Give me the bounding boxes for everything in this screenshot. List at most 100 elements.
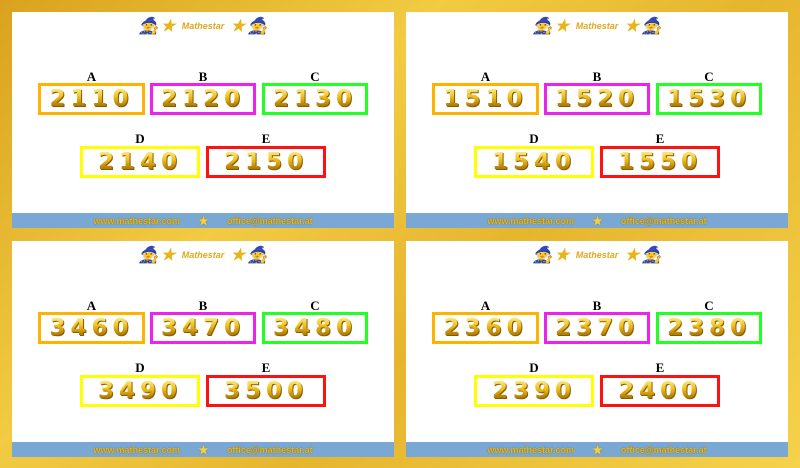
wizard-icon: 🧙 (247, 247, 268, 264)
wizard-icon: 🧙 (247, 18, 268, 35)
brand-name: Mathestar (575, 21, 619, 31)
option-label: E (655, 131, 665, 146)
option-value: 1530 (666, 86, 751, 112)
quiz-card: 🧙 ★ Mathestar ★ 🧙 A 2110 B 2120 C 2130 D 2140 E 21… (12, 12, 394, 228)
answer-option-b[interactable]: 3470 (150, 312, 256, 344)
brand-name: Mathestar (181, 250, 225, 260)
star-icon: ★ (554, 247, 570, 264)
answer-option-d[interactable]: 1540 (474, 146, 594, 178)
logo-header: 🧙 ★ Mathestar ★ 🧙 (406, 245, 788, 267)
option-label: B (592, 298, 602, 313)
option-label: A (480, 69, 491, 84)
answer-option-e[interactable]: 1550 (600, 146, 720, 178)
answer-option-d[interactable]: 2390 (474, 375, 594, 407)
footer-bar: www.mathestar.com ★ office@mathestar.at (12, 442, 394, 457)
option-label: D (529, 360, 539, 375)
answer-option-d[interactable]: 2140 (80, 146, 200, 178)
quiz-card: 🧙 ★ Mathestar ★ 🧙 A 2360 B 2370 C 2380 D 2390 E 24… (406, 241, 788, 457)
option-label: E (261, 360, 271, 375)
star-icon: ★ (624, 18, 640, 35)
option-value: 2390 (491, 378, 576, 404)
wizard-icon: 🧙 (532, 18, 553, 35)
answer-option-d[interactable]: 3490 (80, 375, 200, 407)
option-label: A (86, 69, 97, 84)
logo-header: 🧙 ★ Mathestar ★ 🧙 (12, 16, 394, 38)
email-link[interactable]: office@mathestar.at (620, 444, 707, 455)
website-link[interactable]: www.mathestar.com (93, 444, 181, 455)
option-value: 2110 (49, 86, 134, 112)
answer-option-b[interactable]: 1520 (544, 83, 650, 115)
answer-option-c[interactable]: 2130 (262, 83, 368, 115)
wizard-icon: 🧙 (138, 247, 159, 264)
brand-name: Mathestar (181, 21, 225, 31)
quiz-card: 🧙 ★ Mathestar ★ 🧙 A 3460 B 3470 C 3480 D 3490 E 35… (12, 241, 394, 457)
option-label: D (135, 360, 145, 375)
option-label: B (198, 298, 208, 313)
email-link[interactable]: office@mathestar.at (226, 215, 313, 226)
option-value: 2400 (617, 378, 702, 404)
answer-option-e[interactable]: 3500 (206, 375, 326, 407)
option-value: 1510 (443, 86, 528, 112)
answer-option-e[interactable]: 2400 (600, 375, 720, 407)
option-label: A (86, 298, 97, 313)
option-label: A (480, 298, 491, 313)
option-value: 2120 (160, 86, 245, 112)
option-label: E (261, 131, 271, 146)
option-label: D (135, 131, 145, 146)
option-value: 3490 (97, 378, 182, 404)
answer-option-c[interactable]: 1530 (656, 83, 762, 115)
option-value: 2370 (554, 315, 639, 341)
logo-header: 🧙 ★ Mathestar ★ 🧙 (406, 16, 788, 38)
answer-option-c[interactable]: 3480 (262, 312, 368, 344)
logo-header: 🧙 ★ Mathestar ★ 🧙 (12, 245, 394, 267)
answer-option-a[interactable]: 2360 (432, 312, 539, 344)
wizard-icon: 🧙 (532, 247, 553, 264)
brand-name: Mathestar (575, 250, 619, 260)
star-icon: ★ (198, 213, 209, 228)
option-label: D (529, 131, 539, 146)
star-icon: ★ (230, 247, 246, 264)
answer-option-a[interactable]: 3460 (38, 312, 145, 344)
website-link[interactable]: www.mathestar.com (93, 215, 181, 226)
answer-option-a[interactable]: 2110 (38, 83, 145, 115)
option-label: B (592, 69, 602, 84)
option-label: C (310, 69, 320, 84)
option-value: 3500 (223, 378, 308, 404)
star-icon: ★ (198, 442, 209, 457)
option-value: 1520 (554, 86, 639, 112)
answer-option-c[interactable]: 2380 (656, 312, 762, 344)
option-value: 2360 (443, 315, 528, 341)
option-value: 2150 (223, 149, 308, 175)
website-link[interactable]: www.mathestar.com (487, 215, 575, 226)
option-value: 2380 (666, 315, 751, 341)
option-label: C (704, 69, 714, 84)
option-value: 3480 (272, 315, 357, 341)
star-icon: ★ (592, 442, 603, 457)
option-label: C (704, 298, 714, 313)
answer-option-b[interactable]: 2120 (150, 83, 256, 115)
option-value: 3460 (49, 315, 134, 341)
wizard-icon: 🧙 (641, 247, 662, 264)
option-value: 1550 (617, 149, 702, 175)
star-icon: ★ (592, 213, 603, 228)
option-label: E (655, 360, 665, 375)
option-label: C (310, 298, 320, 313)
answer-option-e[interactable]: 2150 (206, 146, 326, 178)
option-value: 2130 (272, 86, 357, 112)
option-label: B (198, 69, 208, 84)
wizard-icon: 🧙 (641, 18, 662, 35)
option-value: 1540 (491, 149, 576, 175)
star-icon: ★ (230, 18, 246, 35)
star-icon: ★ (160, 247, 176, 264)
star-icon: ★ (160, 18, 176, 35)
star-icon: ★ (624, 247, 640, 264)
email-link[interactable]: office@mathestar.at (620, 215, 707, 226)
star-icon: ★ (554, 18, 570, 35)
answer-option-a[interactable]: 1510 (432, 83, 539, 115)
option-value: 2140 (97, 149, 182, 175)
answer-option-b[interactable]: 2370 (544, 312, 650, 344)
option-value: 3470 (160, 315, 245, 341)
website-link[interactable]: www.mathestar.com (487, 444, 575, 455)
email-link[interactable]: office@mathestar.at (226, 444, 313, 455)
footer-bar: www.mathestar.com ★ office@mathestar.at (12, 213, 394, 228)
